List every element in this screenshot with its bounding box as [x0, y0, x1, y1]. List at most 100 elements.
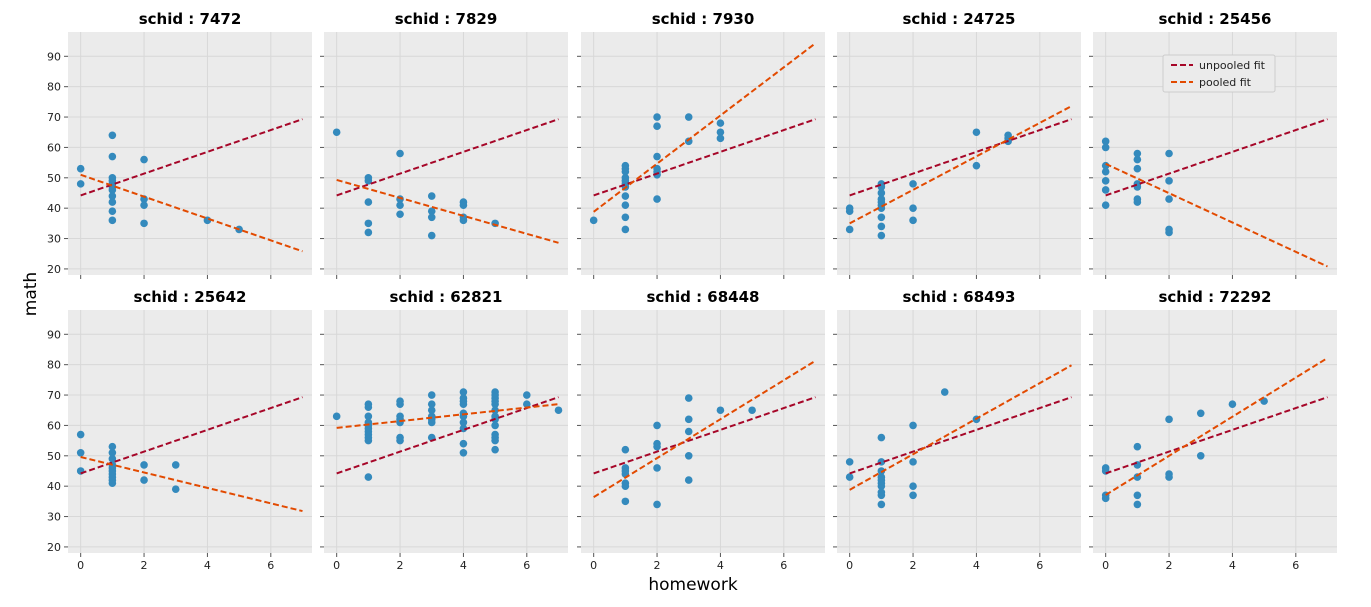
data-point	[716, 119, 725, 127]
data-point	[1101, 467, 1110, 475]
x-tick-label: 4	[460, 559, 467, 572]
x-tick-label: 6	[267, 559, 274, 572]
unpooled-fit-line	[593, 396, 816, 475]
data-point	[491, 445, 499, 454]
data-point	[877, 500, 886, 509]
data-point	[621, 497, 630, 506]
data-point	[972, 161, 981, 170]
data-point	[877, 482, 886, 490]
panel-background	[837, 32, 1081, 275]
unpooled-fit-line	[80, 118, 303, 197]
unpooled-fit-line	[849, 118, 1072, 197]
panel-title: schid : 68448	[646, 288, 759, 306]
data-point	[396, 418, 404, 427]
pooled-fit-line	[1105, 357, 1329, 496]
data-point	[396, 436, 404, 445]
data-point	[845, 458, 854, 466]
panel-title: schid : 62821	[389, 288, 502, 306]
data-point	[76, 164, 85, 173]
y-tick-label: 90	[47, 50, 61, 63]
x-tick-label: 2	[397, 559, 404, 572]
x-tick-label: 4	[1229, 559, 1236, 572]
panel-background	[581, 310, 825, 553]
data-point	[877, 189, 886, 197]
unpooled-fit-line	[1105, 118, 1328, 197]
data-point	[76, 467, 85, 475]
panel-10: 0 2 4 6 schid : 72292	[1089, 288, 1337, 572]
data-point	[684, 415, 693, 424]
data-point	[621, 482, 630, 490]
data-point	[108, 192, 117, 200]
data-point	[909, 180, 917, 188]
panel-background	[1093, 310, 1337, 553]
data-point	[684, 476, 693, 484]
x-tick-label: 0	[77, 559, 84, 572]
panel-title: schid : 24725	[902, 10, 1015, 28]
data-point	[653, 195, 661, 203]
data-point	[972, 128, 981, 137]
y-tick-label: 70	[47, 389, 61, 402]
data-point	[427, 418, 436, 427]
data-point	[108, 131, 117, 140]
data-point	[1101, 137, 1110, 146]
data-point	[396, 149, 404, 158]
data-point	[427, 406, 436, 415]
unpooled-fit-line	[336, 396, 559, 475]
data-point	[427, 400, 436, 408]
data-point	[459, 400, 468, 408]
data-point	[427, 207, 436, 216]
unpooled-fit-line	[336, 118, 559, 197]
x-tick-label: 2	[141, 559, 148, 572]
data-point	[1133, 155, 1142, 164]
data-point	[140, 155, 148, 164]
x-tick-label: 0	[590, 559, 597, 572]
panel-title: schid : 25642	[133, 288, 246, 306]
data-point	[108, 479, 117, 487]
data-point	[427, 391, 436, 399]
data-point	[1101, 186, 1110, 194]
x-tick-label: 0	[333, 559, 340, 572]
data-point	[877, 213, 886, 222]
panel-title: schid : 7930	[652, 10, 755, 28]
data-point	[459, 418, 468, 427]
data-point	[108, 207, 117, 216]
data-point	[653, 464, 661, 472]
panel-background	[68, 310, 312, 553]
data-point	[716, 128, 725, 137]
y-axis-label: math	[21, 272, 41, 316]
panel-7: 0 2 4 6 schid : 62821	[320, 288, 568, 572]
data-point	[1165, 415, 1173, 424]
panel-title: schid : 7829	[395, 10, 498, 28]
data-point	[653, 113, 661, 121]
panel-9: 0 2 4 6 schid : 68493	[833, 288, 1081, 572]
data-point	[1133, 442, 1142, 451]
data-point	[1133, 198, 1142, 206]
y-tick-label: 70	[47, 111, 61, 124]
data-point	[140, 201, 148, 209]
legend: unpooled fit pooled fit	[1162, 54, 1276, 93]
pooled-fit-line	[593, 42, 817, 213]
data-point	[332, 412, 341, 421]
data-point	[364, 228, 373, 237]
panel-5: schid : 25456	[1089, 10, 1337, 279]
data-point	[108, 442, 117, 451]
pooled-fit-line	[80, 456, 303, 513]
data-point	[1133, 149, 1142, 158]
data-point	[909, 216, 917, 225]
panel-1: 20 30 40 50 60 70 80 90 schid : 7472	[47, 10, 312, 279]
data-point	[554, 406, 563, 415]
data-point	[845, 225, 854, 234]
data-point	[684, 452, 693, 460]
data-point	[684, 137, 693, 146]
data-point	[427, 192, 436, 200]
data-point	[1165, 149, 1173, 158]
data-point	[1133, 491, 1142, 500]
data-point	[1101, 201, 1110, 209]
data-point	[140, 476, 148, 484]
data-point	[1133, 500, 1142, 509]
panel-background	[581, 32, 825, 275]
data-point	[1196, 452, 1205, 460]
x-axis-label: homework	[648, 575, 737, 595]
data-point	[716, 134, 725, 143]
panel-6: 20 30 40 50 60 70 80 90 0 2 4 6 schid : 25642	[47, 288, 312, 572]
